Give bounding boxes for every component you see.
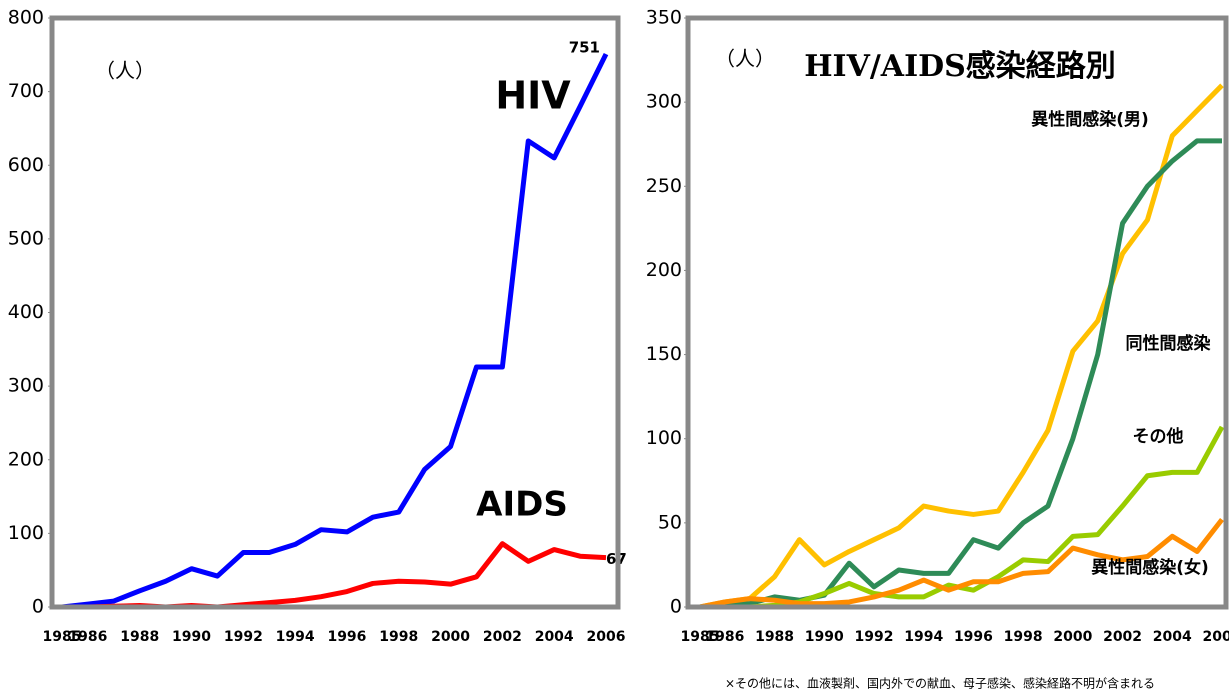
x-tick-label: 1990 <box>805 629 844 645</box>
series-label: 同性間感染 <box>1126 333 1211 354</box>
x-tick-label: 2006 <box>1203 629 1229 645</box>
x-tick-label: 1988 <box>755 629 794 645</box>
x-tick-label: 2006 <box>587 629 626 645</box>
series-line <box>61 52 609 610</box>
series-line <box>699 83 1224 610</box>
chart-title: HIV/AIDS感染経路別 <box>804 49 1116 84</box>
x-tick-label: 1990 <box>172 629 211 645</box>
x-tick-label: 2004 <box>1153 629 1192 645</box>
y-tick-label: 100 <box>8 522 44 544</box>
x-tick-label: 1996 <box>954 629 993 645</box>
x-tick-label: 1985 <box>43 629 82 645</box>
x-tick-label: 2002 <box>483 629 522 645</box>
series-line <box>62 541 607 610</box>
unit-label: （人） <box>95 59 155 83</box>
y-tick-label: 50 <box>658 511 682 533</box>
series-label: HIV <box>495 74 571 118</box>
y-tick-label: 300 <box>8 375 44 397</box>
x-tick-label: 1996 <box>327 629 366 645</box>
series-line <box>699 138 1222 610</box>
x-tick-label: 2002 <box>1103 629 1142 645</box>
y-tick-label: 700 <box>8 80 44 102</box>
series-line <box>700 425 1225 610</box>
x-tick-label: 1986 <box>68 629 107 645</box>
x-tick-label: 1994 <box>904 629 943 645</box>
x-tick-label: 1985 <box>681 629 720 645</box>
series-label: 異性間感染(男) <box>1031 109 1149 130</box>
y-tick-label: 300 <box>646 91 682 113</box>
series-label: 異性間感染(女) <box>1091 557 1209 578</box>
x-tick-label: 2004 <box>535 629 574 645</box>
y-tick-label: 800 <box>8 7 44 29</box>
y-tick-label: 200 <box>646 259 682 281</box>
y-tick-label: 150 <box>646 343 682 365</box>
x-tick-label: 2000 <box>431 629 470 645</box>
unit-label: （人） <box>715 47 775 71</box>
y-tick-label: 0 <box>670 596 682 618</box>
y-tick-label: 400 <box>8 301 44 323</box>
x-tick-label: 1992 <box>224 629 263 645</box>
x-tick-label: 1992 <box>855 629 894 645</box>
x-tick-label: 1986 <box>705 629 744 645</box>
y-tick-label: 250 <box>646 175 682 197</box>
series-label: AIDS <box>476 485 568 525</box>
y-tick-label: 500 <box>8 227 44 249</box>
y-tick-label: 0 <box>32 596 44 618</box>
x-tick-label: 1998 <box>379 629 418 645</box>
x-tick-label: 1998 <box>1004 629 1043 645</box>
data-label: 751 <box>569 39 600 57</box>
x-tick-label: 1994 <box>276 629 315 645</box>
x-tick-label: 1988 <box>120 629 159 645</box>
y-tick-label: 200 <box>8 448 44 470</box>
x-tick-label: 2000 <box>1053 629 1092 645</box>
footnote: ×その他には、血液製剤、国内外での献血、母子感染、感染経路不明が含まれる <box>725 676 1155 690</box>
series-label: その他 <box>1133 426 1184 447</box>
y-tick-label: 350 <box>646 7 682 29</box>
plot-frame <box>685 15 1229 610</box>
y-tick-label: 100 <box>646 427 682 449</box>
y-tick-label: 600 <box>8 154 44 176</box>
plot-frame <box>49 15 621 610</box>
series-line <box>699 517 1224 610</box>
